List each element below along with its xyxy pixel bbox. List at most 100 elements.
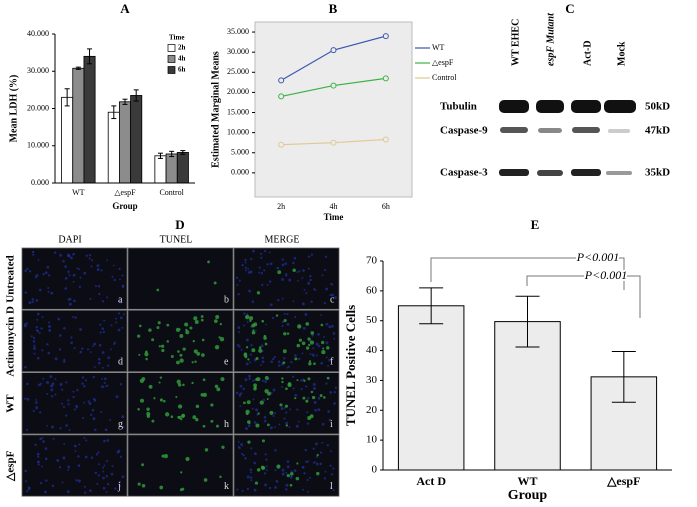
tunel-signal bbox=[156, 288, 160, 292]
nucleus bbox=[38, 288, 42, 292]
tunel-signal bbox=[294, 357, 298, 361]
nucleus bbox=[79, 350, 83, 354]
nucleus bbox=[332, 489, 335, 492]
nucleus bbox=[97, 474, 100, 477]
tunel-signal bbox=[138, 353, 141, 356]
nucleus bbox=[260, 271, 264, 275]
nucleus bbox=[46, 265, 50, 269]
tunel-signal bbox=[203, 478, 208, 482]
nucleus bbox=[278, 423, 281, 426]
nucleus bbox=[264, 380, 268, 383]
nucleus bbox=[78, 285, 82, 289]
y-tick-label: 20.000 bbox=[227, 87, 249, 96]
tunel-signal bbox=[220, 377, 225, 382]
nucleus bbox=[271, 316, 275, 320]
tunel-signal bbox=[308, 360, 312, 363]
nucleus bbox=[101, 300, 105, 303]
tunel-signal bbox=[200, 318, 204, 322]
nucleus bbox=[102, 330, 106, 334]
marker bbox=[382, 136, 389, 143]
nucleus bbox=[35, 401, 38, 404]
nucleus bbox=[58, 466, 62, 469]
nucleus bbox=[71, 315, 74, 318]
nucleus bbox=[263, 269, 266, 272]
tunel-signal bbox=[214, 384, 219, 389]
band bbox=[608, 129, 630, 133]
nucleus bbox=[235, 391, 239, 395]
nucleus bbox=[47, 290, 50, 293]
nucleus bbox=[99, 323, 102, 326]
marker bbox=[278, 141, 285, 148]
legend-label: WT bbox=[432, 43, 445, 52]
band bbox=[536, 100, 564, 113]
nucleus bbox=[35, 399, 38, 401]
tunel-signal bbox=[176, 360, 180, 365]
nucleus bbox=[89, 489, 92, 493]
micrograph bbox=[21, 309, 128, 372]
tunel-signal bbox=[177, 415, 181, 419]
nucleus bbox=[88, 254, 92, 257]
nucleus bbox=[281, 385, 283, 388]
nucleus bbox=[46, 424, 48, 427]
nucleus bbox=[65, 424, 68, 427]
nucleus bbox=[121, 326, 124, 329]
nucleus bbox=[98, 463, 100, 466]
nucleus bbox=[244, 378, 248, 382]
nucleus bbox=[117, 328, 121, 332]
nucleus bbox=[73, 299, 76, 303]
tunel-signal bbox=[139, 378, 145, 384]
y-axis-label: TUNEL Positive Cells bbox=[343, 305, 358, 426]
tunel-signal bbox=[177, 404, 183, 409]
nucleus bbox=[28, 301, 32, 305]
nucleus bbox=[113, 278, 116, 282]
nucleus bbox=[83, 271, 87, 275]
nucleus bbox=[323, 302, 326, 305]
nucleus bbox=[237, 331, 240, 333]
nucleus bbox=[249, 270, 253, 274]
tunel-signal bbox=[316, 453, 319, 457]
tunel-signal bbox=[251, 348, 256, 353]
nucleus bbox=[75, 406, 78, 409]
nucleus bbox=[121, 415, 125, 419]
nucleus bbox=[313, 401, 317, 404]
bar bbox=[154, 155, 167, 184]
nucleus bbox=[312, 347, 315, 350]
nucleus bbox=[248, 377, 251, 380]
micrograph bbox=[21, 247, 128, 310]
nucleus bbox=[285, 483, 289, 487]
tunel-signal bbox=[282, 361, 286, 365]
nucleus bbox=[248, 289, 252, 293]
tunel-signal bbox=[247, 420, 251, 424]
nucleus bbox=[119, 382, 123, 386]
nucleus bbox=[70, 256, 73, 260]
nucleus bbox=[312, 383, 316, 386]
nucleus bbox=[328, 418, 332, 422]
nucleus bbox=[37, 455, 40, 458]
nucleus bbox=[263, 419, 267, 423]
tunel-signal bbox=[137, 334, 141, 338]
tunel-signal bbox=[189, 326, 193, 330]
tunel-signal bbox=[166, 323, 170, 327]
tunel-signal bbox=[295, 476, 300, 481]
tunel-signal bbox=[194, 360, 197, 363]
tunel-signal bbox=[213, 281, 217, 285]
nucleus bbox=[258, 266, 261, 269]
tunel-signal bbox=[289, 472, 294, 476]
nucleus bbox=[90, 265, 93, 268]
micrograph bbox=[127, 247, 234, 310]
tunel-signal bbox=[287, 382, 292, 388]
nucleus bbox=[120, 421, 122, 424]
nucleus bbox=[303, 472, 306, 475]
panel-label: A bbox=[120, 1, 130, 16]
row-label: Actinomycin D bbox=[5, 306, 17, 377]
nucleus bbox=[119, 455, 123, 458]
tunel-signal bbox=[196, 352, 201, 356]
tunel-signal bbox=[264, 342, 268, 346]
nucleus bbox=[260, 252, 263, 255]
y-tick-label: 10.000 bbox=[27, 141, 49, 150]
bar bbox=[107, 111, 120, 184]
tunel-signal bbox=[307, 377, 311, 381]
nucleus bbox=[60, 402, 64, 405]
nucleus bbox=[90, 456, 94, 459]
tunel-signal bbox=[191, 381, 194, 385]
